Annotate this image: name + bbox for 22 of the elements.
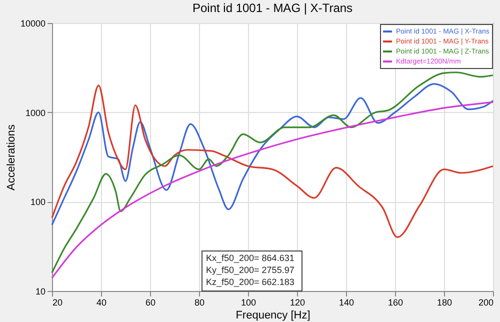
x-tick-label: 80 (194, 298, 205, 308)
x-tick-label: 60 (145, 298, 156, 308)
x-tick-label: 180 (436, 298, 452, 308)
x-tick-label: 40 (96, 298, 107, 308)
annotation: Kx_f50_200= 864.631 (206, 253, 294, 263)
x-tick-label: 200 (478, 298, 494, 308)
y-tick-label: 1000 (25, 108, 46, 118)
y-tick-label: 10 (35, 286, 46, 296)
y-tick-label: 10000 (20, 18, 46, 28)
line-series (51, 72, 494, 274)
annotation: Ky_f50_200= 2755.97 (206, 265, 294, 275)
x-tick-label: 100 (240, 298, 256, 308)
line-series (51, 101, 494, 279)
x-tick-label: 20 (52, 298, 63, 308)
annotation: Kz_f50_200= 662.183 (206, 277, 294, 287)
chart-title: Point id 1001 - MAG | X-Trans (192, 1, 353, 15)
y-tick-label: 100 (30, 197, 46, 208)
x-tick-label: 140 (338, 298, 354, 308)
x-tick-label: 120 (290, 298, 306, 308)
x-tick-label: 160 (388, 298, 404, 308)
y-axis-title: Accelerations (5, 124, 18, 191)
x-axis-title: Frequency [Hz] (236, 310, 310, 322)
